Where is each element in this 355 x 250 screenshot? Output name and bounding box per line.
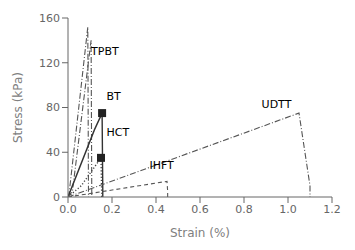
svg-text:0.4: 0.4: [147, 203, 165, 216]
svg-text:TPBT: TPBT: [90, 45, 119, 58]
svg-text:120: 120: [39, 57, 60, 70]
svg-text:40: 40: [46, 146, 60, 159]
svg-text:Stress (kPa): Stress (kPa): [11, 72, 25, 143]
svg-text:0.0: 0.0: [59, 203, 77, 216]
svg-text:1.2: 1.2: [323, 203, 341, 216]
svg-text:BT: BT: [107, 90, 122, 103]
svg-text:Strain (%): Strain (%): [170, 226, 230, 240]
svg-text:0.8: 0.8: [235, 203, 253, 216]
svg-text:0: 0: [53, 191, 60, 204]
svg-text:80: 80: [46, 101, 60, 114]
svg-text:HCT: HCT: [107, 126, 130, 139]
svg-text:160: 160: [39, 12, 60, 25]
svg-text:0.2: 0.2: [103, 203, 121, 216]
svg-text:IHFT: IHFT: [149, 159, 174, 172]
svg-text:UDTT: UDTT: [262, 98, 292, 111]
svg-text:0.6: 0.6: [191, 203, 209, 216]
svg-text:1.0: 1.0: [279, 203, 297, 216]
